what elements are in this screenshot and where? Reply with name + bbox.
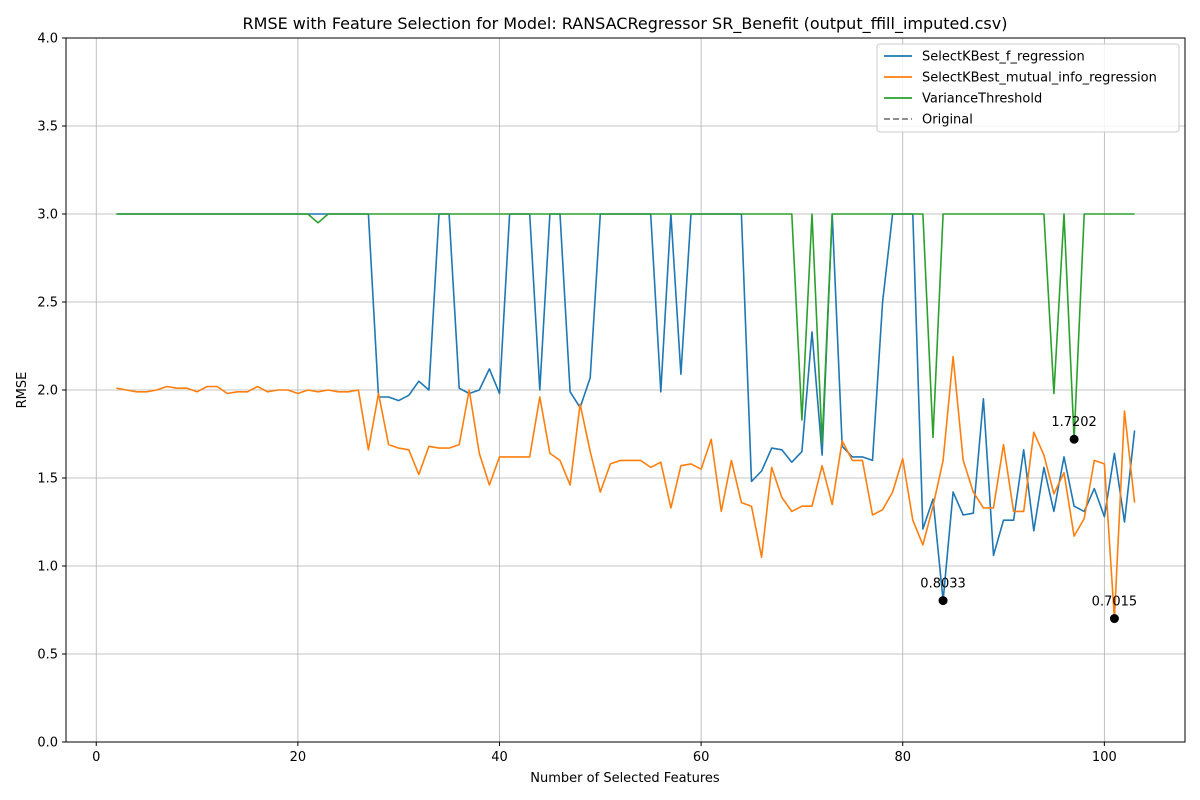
annotations: 0.8033 0.7015 1.7202: [920, 415, 1138, 624]
series-line-selectkbest-mutual-info-regression: [116, 355, 1136, 620]
y-axis-ticks: 0.0 0.5 1.0 1.5 2.0 2.5 3.0 3.5 4.0: [37, 32, 66, 751]
y-tick-label: 0.0: [37, 736, 58, 751]
series-line-variancethreshold: [116, 213, 1135, 444]
x-tick-label: 40: [491, 750, 508, 765]
chart-title: RMSE with Feature Selection for Model: R…: [243, 14, 1008, 34]
y-tick-label: 2.5: [37, 296, 58, 311]
legend-label-original: Original: [922, 113, 973, 128]
legend: SelectKBest_f_regression SelectKBest_mutu…: [876, 43, 1180, 133]
annotation-label: 0.7015: [1092, 595, 1138, 610]
annotation-marker: [1109, 614, 1119, 624]
series-lines: [116, 213, 1136, 620]
y-tick-label: 4.0: [37, 32, 58, 47]
legend-label-selectkbest-mutual-info-regression: SelectKBest_mutual_info_regression: [922, 71, 1157, 86]
annotation-label: 1.7202: [1051, 415, 1097, 430]
y-tick-label: 1.5: [37, 472, 58, 487]
annotation-label: 0.8033: [920, 577, 966, 592]
y-tick-label: 3.0: [37, 208, 58, 223]
y-axis-label: RMSE: [15, 372, 30, 409]
x-tick-label: 20: [290, 750, 307, 765]
legend-box: [876, 43, 1180, 133]
annotation-marker: [1069, 434, 1079, 444]
annotation-marker: [938, 596, 948, 606]
x-axis-label: Number of Selected Features: [530, 771, 720, 786]
legend-label-variancethreshold: VarianceThreshold: [922, 92, 1042, 107]
x-axis-ticks: 0 20 40 60 80 100: [92, 742, 1117, 765]
legend-label-selectkbest-f-regression: SelectKBest_f_regression: [922, 50, 1085, 65]
x-tick-label: 60: [693, 750, 710, 765]
x-tick-label: 100: [1092, 750, 1117, 765]
x-tick-label: 80: [894, 750, 911, 765]
x-tick-label: 0: [92, 750, 100, 765]
y-tick-label: 0.5: [37, 648, 58, 663]
y-tick-label: 2.0: [37, 384, 58, 399]
y-tick-label: 3.5: [37, 120, 58, 135]
y-tick-label: 1.0: [37, 560, 58, 575]
